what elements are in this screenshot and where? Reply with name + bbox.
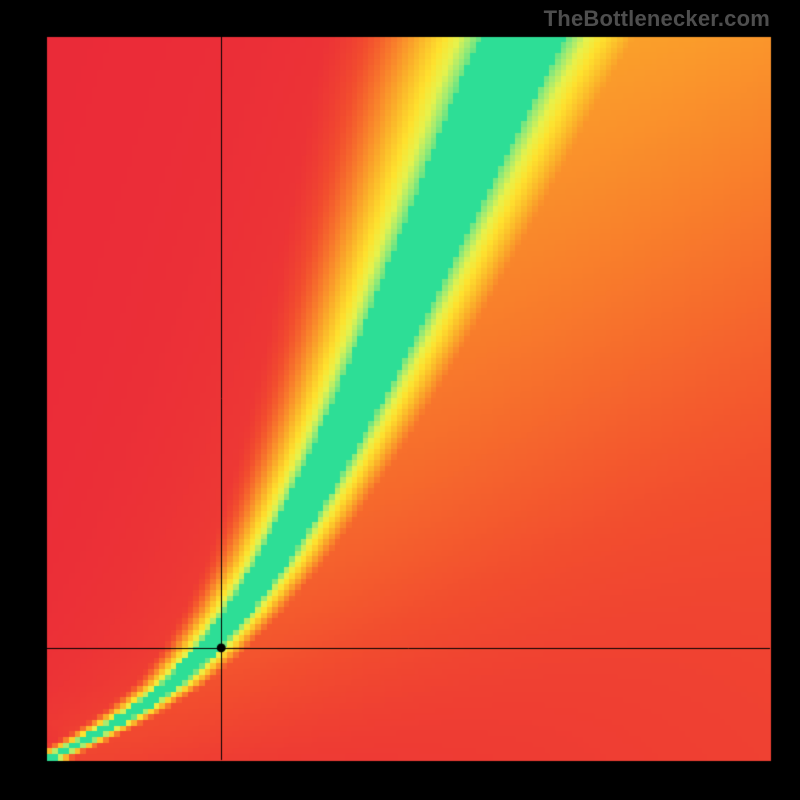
watermark-text: TheBottlenecker.com [544,6,770,32]
heatmap-canvas [0,0,800,800]
chart-container: TheBottlenecker.com [0,0,800,800]
